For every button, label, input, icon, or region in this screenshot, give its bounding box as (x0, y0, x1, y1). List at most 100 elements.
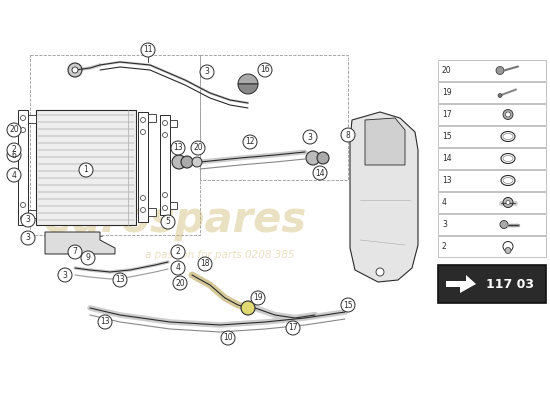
Circle shape (171, 261, 185, 275)
Circle shape (505, 248, 511, 254)
Polygon shape (446, 275, 476, 293)
Text: a passion for parts 0208 385: a passion for parts 0208 385 (145, 250, 295, 260)
Circle shape (200, 65, 214, 79)
Circle shape (21, 213, 35, 227)
Wedge shape (238, 74, 258, 84)
Bar (36, 110, 136, 225)
Circle shape (81, 251, 95, 265)
Text: 2: 2 (175, 248, 180, 256)
Circle shape (20, 202, 25, 208)
Text: 3: 3 (442, 220, 447, 229)
Circle shape (498, 94, 502, 98)
Circle shape (20, 128, 25, 132)
Circle shape (7, 123, 21, 137)
Text: 20: 20 (442, 66, 452, 75)
Circle shape (141, 43, 155, 57)
Text: 5: 5 (166, 218, 170, 226)
Bar (438, 104, 546, 125)
Text: 20: 20 (193, 144, 203, 152)
Circle shape (79, 163, 93, 177)
Bar (28, 115, 36, 123)
Text: 1: 1 (84, 166, 89, 174)
Circle shape (140, 208, 146, 212)
Circle shape (191, 141, 205, 155)
Text: 17: 17 (288, 324, 298, 332)
Circle shape (181, 156, 193, 168)
Text: 4: 4 (175, 264, 180, 272)
Text: 3: 3 (205, 68, 210, 76)
Text: 14: 14 (442, 154, 452, 163)
Text: 10: 10 (223, 334, 233, 342)
Text: 13: 13 (442, 176, 452, 185)
Circle shape (341, 298, 355, 312)
Circle shape (506, 200, 510, 204)
Bar (18, 110, 28, 225)
Circle shape (68, 63, 82, 77)
Bar (438, 82, 546, 103)
Circle shape (162, 120, 168, 126)
Ellipse shape (503, 156, 513, 162)
Circle shape (171, 141, 185, 155)
Ellipse shape (501, 176, 515, 186)
Text: 13: 13 (173, 144, 183, 152)
Wedge shape (238, 84, 258, 94)
Text: 2: 2 (12, 146, 16, 154)
Text: 9: 9 (86, 254, 90, 262)
Circle shape (221, 331, 235, 345)
Bar (148, 114, 156, 122)
Bar (438, 236, 546, 257)
Text: 16: 16 (260, 66, 270, 74)
Circle shape (7, 148, 21, 162)
Bar (148, 208, 156, 216)
Circle shape (171, 245, 185, 259)
Bar (170, 202, 177, 209)
Bar (28, 210, 36, 218)
Circle shape (140, 118, 146, 122)
Circle shape (496, 66, 504, 74)
Text: 19: 19 (253, 294, 263, 302)
Circle shape (251, 291, 265, 305)
Circle shape (503, 242, 513, 252)
Text: 14: 14 (315, 168, 325, 178)
Circle shape (20, 116, 25, 120)
Text: 3: 3 (25, 216, 30, 224)
Text: 15: 15 (343, 300, 353, 310)
Polygon shape (45, 232, 115, 254)
Circle shape (503, 198, 513, 208)
Text: 20: 20 (175, 278, 185, 288)
Circle shape (500, 220, 508, 228)
Circle shape (140, 196, 146, 200)
Circle shape (7, 168, 21, 182)
Bar (160, 115, 170, 215)
Text: 12: 12 (245, 138, 255, 146)
Circle shape (58, 268, 72, 282)
Circle shape (161, 215, 175, 229)
Text: 17: 17 (442, 110, 452, 119)
Circle shape (20, 216, 25, 220)
Text: 8: 8 (345, 130, 350, 140)
Bar (438, 214, 546, 235)
Circle shape (313, 166, 327, 180)
Circle shape (198, 257, 212, 271)
Circle shape (243, 135, 257, 149)
Ellipse shape (501, 154, 515, 164)
Polygon shape (365, 118, 405, 165)
Ellipse shape (503, 134, 513, 140)
Text: 11: 11 (143, 46, 153, 54)
Text: 13: 13 (100, 318, 110, 326)
Text: 3: 3 (25, 234, 30, 242)
Bar (170, 120, 177, 127)
Circle shape (162, 192, 168, 198)
Circle shape (306, 151, 320, 165)
Text: 3: 3 (307, 132, 312, 142)
Text: 117 03: 117 03 (486, 278, 534, 290)
Bar (138, 112, 148, 222)
Circle shape (68, 245, 82, 259)
Bar (438, 60, 546, 81)
Circle shape (505, 112, 510, 117)
Circle shape (192, 157, 202, 167)
Text: 7: 7 (73, 248, 78, 256)
Text: 15: 15 (442, 132, 452, 141)
Bar (438, 265, 546, 303)
Ellipse shape (501, 132, 515, 142)
